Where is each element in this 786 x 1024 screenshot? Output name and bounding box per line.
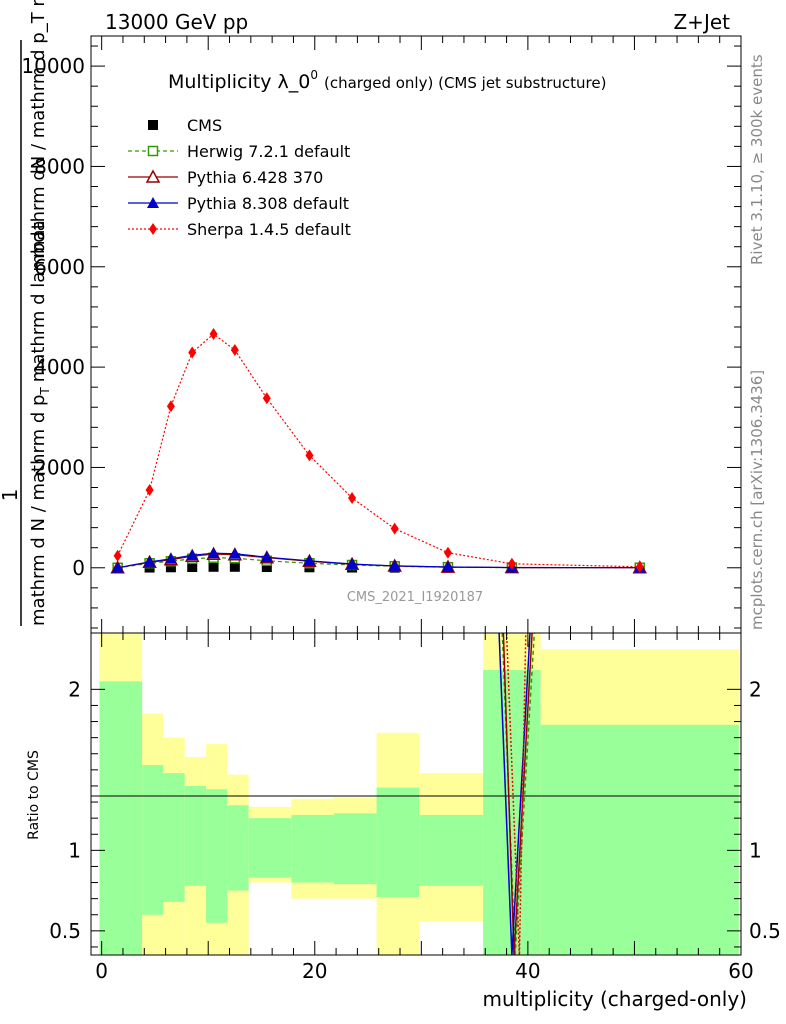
- data-point: [348, 492, 357, 505]
- ratio-y-tick-label-right: 2: [749, 677, 762, 701]
- data-point: [165, 562, 176, 573]
- ylabel-numerator: 1: [0, 489, 22, 502]
- stat-uncertainty-band: [419, 814, 484, 886]
- data-point: [208, 561, 219, 572]
- data-point: [166, 400, 175, 413]
- header-left: 13000 GeV pp: [105, 10, 248, 34]
- mcplots-credit-text: mcplots.cern.ch [arXiv:1306.3436]: [748, 370, 766, 630]
- data-point: [443, 546, 452, 559]
- legend-marker: [147, 197, 159, 208]
- main-y-ticks: 0 2000 4000 6000 8000 10000: [21, 36, 742, 633]
- y-tick-label: 8000: [34, 154, 85, 178]
- data-point: [113, 549, 122, 562]
- main-y-axis-label: 1 mathrm d N / mathrm d pTmathrm d lambd…: [0, 0, 52, 626]
- data-point: [164, 552, 177, 564]
- y-tick-label: 0: [72, 556, 85, 580]
- data-point: [507, 557, 516, 570]
- legend-entry: Pythia 8.308 default: [128, 194, 349, 213]
- legend-entry: Sherpa 1.4.5 default: [128, 220, 351, 239]
- data-point: [187, 562, 198, 573]
- chart-title: Multiplicity λ_00 (charged only) (CMS jet…: [168, 68, 606, 93]
- x-tick-label: 40: [515, 959, 540, 983]
- ratio-frame: [90, 632, 742, 956]
- legend-entry: Pythia 6.428 370: [128, 168, 323, 187]
- stat-uncertainty-band: [163, 773, 185, 902]
- data-point: [145, 484, 154, 497]
- x-axis-label: multiplicity (charged-only): [482, 987, 747, 1011]
- stat-uncertainty-band: [184, 785, 207, 886]
- legend-label: Pythia 6.428 370: [187, 168, 323, 187]
- legend-label: Herwig 7.2.1 default: [187, 142, 350, 161]
- data-point: [209, 327, 218, 340]
- series-line: [117, 333, 640, 568]
- ratio-y-tick-label-right: 1: [749, 838, 762, 862]
- legend-marker: [149, 223, 157, 235]
- ylabel-denominator: mathrm d N / mathrm d pTmathrm d lambda: [28, 220, 52, 626]
- ratio-y-label: Ratio to CMS: [26, 750, 42, 840]
- data-point: [305, 449, 314, 462]
- y-tick-label: 6000: [34, 255, 85, 279]
- stat-uncertainty-band: [227, 805, 249, 891]
- data-point: [262, 392, 271, 405]
- main-data-layer: [110, 327, 648, 574]
- data-point: [111, 561, 124, 573]
- legend: CMS Herwig 7.2.1 default Pythia 6.428 370 P…: [128, 116, 351, 239]
- ratio-panel: 0.5 0.51 12 20 20 40 60 Ratio to CMS multiplic…: [26, 632, 781, 1011]
- data-point: [143, 555, 156, 567]
- stat-uncertainty-band: [376, 787, 420, 898]
- data-point: [229, 561, 240, 572]
- data-point: [207, 547, 220, 559]
- data-point: [388, 559, 401, 571]
- data-point: [261, 562, 272, 573]
- data-point: [635, 560, 644, 573]
- rivet-version-text: Rivet 3.1.10, ≥ 300k events: [748, 54, 766, 265]
- y-tick-label: 10000: [21, 54, 85, 78]
- x-tick-label: 60: [728, 959, 753, 983]
- y-tick-label: 2000: [34, 455, 85, 479]
- stat-uncertainty-band: [99, 681, 143, 955]
- data-point: [228, 547, 241, 559]
- legend-marker: [148, 120, 158, 130]
- stat-uncertainty-band: [540, 724, 739, 955]
- y-tick-label: 4000: [34, 355, 85, 379]
- data-point: [186, 549, 199, 561]
- legend-label: Pythia 8.308 default: [187, 194, 349, 213]
- x-tick-label: 20: [302, 959, 327, 983]
- main-panel: 0 2000 4000 6000 8000 10000 CMS_2021_I1920187…: [0, 0, 742, 634]
- stat-uncertainty-band: [291, 814, 334, 883]
- stat-uncertainty-band: [142, 765, 164, 915]
- ratio-ticks: 0.5 0.51 12 20 20 40 60: [49, 633, 781, 983]
- legend-marker: [145, 169, 161, 183]
- ratio-bands: [99, 633, 739, 955]
- legend-label: Sherpa 1.4.5 default: [187, 220, 351, 239]
- legend-label: CMS: [187, 116, 222, 135]
- header-right: Z+Jet: [673, 10, 730, 34]
- ratio-line-sherpa-1-4-5-default: [505, 632, 527, 956]
- data-point: [260, 551, 273, 563]
- ratio-y-tick-label: 0.5: [49, 919, 81, 943]
- stat-uncertainty-band: [248, 818, 292, 878]
- legend-entry: CMS: [148, 116, 222, 135]
- data-point: [188, 346, 197, 359]
- series-sherpa-1-4-5-default: [113, 327, 644, 573]
- stat-uncertainty-band: [333, 813, 377, 885]
- data-point: [346, 558, 359, 570]
- legend-marker: [147, 145, 159, 157]
- legend-entry: Herwig 7.2.1 default: [128, 142, 350, 161]
- x-tick-label: 0: [95, 959, 108, 983]
- data-point: [230, 344, 239, 357]
- ratio-y-tick-label-right: 0.5: [749, 919, 781, 943]
- stat-uncertainty-band: [206, 789, 228, 923]
- data-point: [390, 522, 399, 535]
- data-point: [303, 554, 316, 566]
- series-pythia-8-308-default: [111, 547, 646, 573]
- ylabel-stacked-overlay: mathrm dN / mathrm d p_T mathrm d lambda: [28, 0, 49, 258]
- analysis-watermark: CMS_2021_I1920187: [347, 590, 483, 605]
- ratio-y-tick-label: 2: [68, 677, 81, 701]
- ratio-y-tick-label: 1: [68, 838, 81, 862]
- data-point: [441, 561, 454, 573]
